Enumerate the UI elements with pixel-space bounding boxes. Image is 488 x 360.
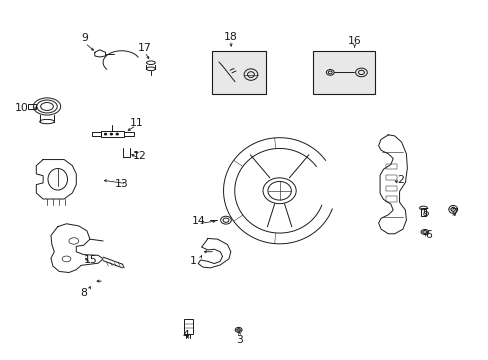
- Text: 13: 13: [115, 179, 128, 189]
- Bar: [312, 51, 374, 94]
- Bar: [385, 175, 396, 180]
- Text: 7: 7: [450, 208, 457, 218]
- Text: 3: 3: [236, 334, 243, 345]
- Ellipse shape: [104, 134, 106, 135]
- Text: 11: 11: [129, 118, 143, 128]
- Ellipse shape: [110, 134, 112, 135]
- Bar: [385, 164, 396, 169]
- Text: 4: 4: [182, 330, 189, 340]
- Text: 2: 2: [396, 175, 403, 185]
- Text: 10: 10: [15, 103, 28, 113]
- Text: 14: 14: [191, 216, 204, 226]
- Bar: [92, 132, 101, 136]
- Text: 16: 16: [347, 36, 361, 46]
- Text: 9: 9: [81, 33, 88, 43]
- Bar: [212, 51, 265, 94]
- Text: 1: 1: [189, 256, 196, 266]
- Ellipse shape: [116, 134, 118, 135]
- Text: 17: 17: [138, 43, 151, 53]
- Bar: [183, 319, 193, 334]
- Bar: [28, 104, 36, 109]
- Bar: [420, 208, 425, 216]
- Text: 8: 8: [80, 288, 87, 298]
- Bar: [124, 132, 134, 136]
- Text: 5: 5: [422, 208, 428, 218]
- Text: 6: 6: [424, 230, 431, 239]
- Bar: [101, 131, 124, 137]
- Text: 15: 15: [84, 255, 98, 265]
- Text: 18: 18: [224, 32, 237, 41]
- Bar: [385, 186, 396, 191]
- Text: 12: 12: [133, 150, 146, 161]
- Bar: [385, 197, 396, 202]
